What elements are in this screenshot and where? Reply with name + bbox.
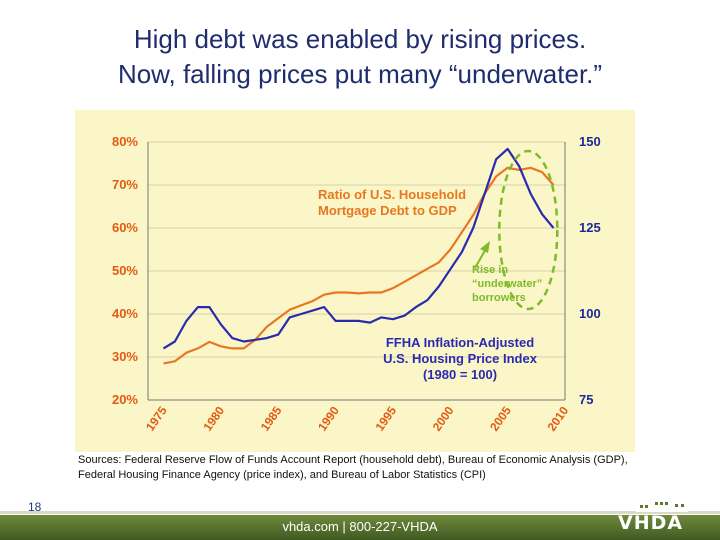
footer-bar <box>0 515 720 540</box>
housing-price-label-line: U.S. Housing Price Index <box>383 351 538 366</box>
chart-background <box>75 110 635 452</box>
left-tick-label: 80% <box>112 134 138 149</box>
debt-ratio-label: Ratio of U.S. Household Mortgage Debt to … <box>318 187 466 218</box>
slide-title: High debt was enabled by rising prices. … <box>0 22 720 92</box>
underwater-label-line: borrowers <box>472 292 526 304</box>
right-tick-label: 150 <box>579 134 601 149</box>
title-line-2: Now, falling prices put many “underwater… <box>117 59 603 89</box>
left-tick-label: 30% <box>112 349 138 364</box>
debt-ratio-label-line: Ratio of U.S. Household <box>318 187 466 202</box>
left-tick-label: 50% <box>112 263 138 278</box>
underwater-label-line: “underwater” <box>472 278 542 290</box>
houses-icon <box>636 489 688 512</box>
underwater-label-line: Rise in <box>472 264 508 276</box>
underwater-highlight-ellipse <box>498 149 559 311</box>
left-tick-label: 60% <box>112 220 138 235</box>
sources-note: Sources: Federal Reserve Flow of Funds A… <box>78 454 628 481</box>
footer-contact: vhda.com | 800-227-VHDA <box>282 519 438 534</box>
logo-text: VHDA <box>618 512 684 534</box>
right-tick-label: 100 <box>579 306 601 321</box>
annotation-arrowhead <box>480 241 490 253</box>
left-tick-label: 20% <box>112 392 138 407</box>
housing-price-label: FFHA Inflation-Adjusted U.S. Housing Pric… <box>383 335 538 382</box>
slide-number: 18 <box>28 500 42 514</box>
left-tick-label: 40% <box>112 306 138 321</box>
right-tick-label: 75 <box>579 392 593 407</box>
debt-ratio-label-line: Mortgage Debt to GDP <box>318 203 457 218</box>
title-line-1: High debt was enabled by rising prices. <box>133 24 587 54</box>
underwater-label: Rise in “underwater” borrowers <box>472 264 542 304</box>
footer-divider <box>0 511 720 514</box>
housing-price-series-line <box>162 147 555 350</box>
left-tick-label: 70% <box>112 177 138 192</box>
vhda-logo: VHDA <box>612 488 707 538</box>
right-tick-label: 125 <box>579 220 601 235</box>
housing-price-label-line: (1980 = 100) <box>423 367 497 382</box>
debt-ratio-series-line <box>163 166 555 365</box>
housing-price-label-line: FFHA Inflation-Adjusted <box>386 335 534 350</box>
